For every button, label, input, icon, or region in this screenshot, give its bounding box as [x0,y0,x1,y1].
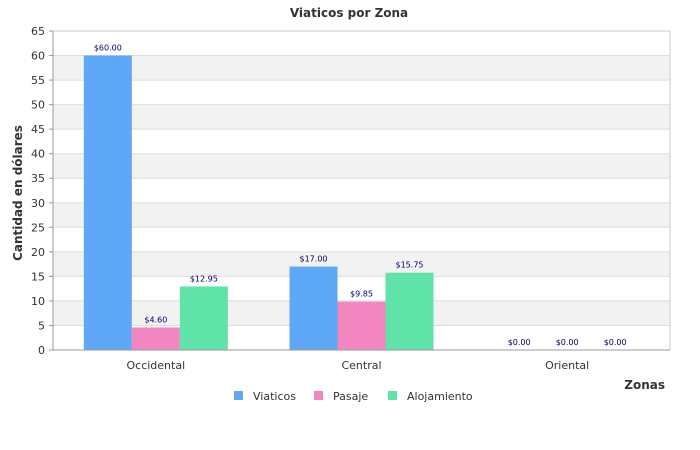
grid-band [53,178,670,203]
y-tick-label: 50 [31,99,45,112]
grid-band [53,227,670,252]
legend: Viaticos Pasaje Alojamiento [234,390,473,403]
y-tick-label: 40 [31,148,45,161]
legend-entry: Viaticos [253,390,296,403]
x-tick-label: Occidental [127,359,186,372]
data-label: $12.95 [190,274,218,283]
grid-band [53,276,670,301]
data-label: $0.00 [604,338,627,347]
y-tick-label: 5 [38,319,45,332]
y-tick-label: 55 [31,74,45,87]
data-label: $17.00 [300,255,328,264]
bar [385,272,434,350]
grid-band [53,153,670,179]
x-axis-title: Zonas [624,378,665,392]
y-tick-label: 45 [31,123,45,136]
legend-entry: Pasaje [333,390,368,403]
bar [131,327,180,350]
chart-title: Viaticos por Zona [290,6,408,20]
data-label: $9.85 [350,290,373,299]
y-tick-label: 65 [31,25,45,38]
legend-swatch [388,391,397,400]
y-axis-title: Cantidad en dólares [11,125,25,261]
grid-band [53,129,670,154]
y-tick-label: 25 [31,221,45,234]
data-label: $15.75 [396,261,424,270]
legend-swatch [314,391,323,400]
grid-band [53,31,670,56]
bar [83,55,132,351]
y-tick-label: 20 [31,246,45,259]
y-tick-label: 10 [31,295,45,308]
data-label: $0.00 [508,338,531,347]
data-label: $0.00 [556,338,579,347]
grid-band [53,202,670,228]
legend-swatch [234,391,243,400]
grid-band [53,251,670,277]
y-tick-label: 0 [38,344,45,357]
y-tick-label: 30 [31,197,45,210]
x-tick-label: Oriental [545,359,589,372]
grid-band [53,55,670,81]
bar [179,286,228,350]
grid-band [53,104,670,130]
plot-area: 0 5 10 15 20 25 30 35 40 45 50 55 60 65 $60.00 $4.60 $12… [31,25,671,372]
x-tick-label: Central [341,359,381,372]
legend-entry: Alojamiento [407,390,473,403]
y-tick-label: 35 [31,172,45,185]
y-tick-label: 15 [31,270,45,283]
grid-band [53,80,670,105]
bar [289,266,338,350]
y-tick-label: 60 [31,50,45,63]
data-label: $4.60 [144,315,167,324]
data-label: $60.00 [94,44,122,53]
bar [337,301,386,350]
